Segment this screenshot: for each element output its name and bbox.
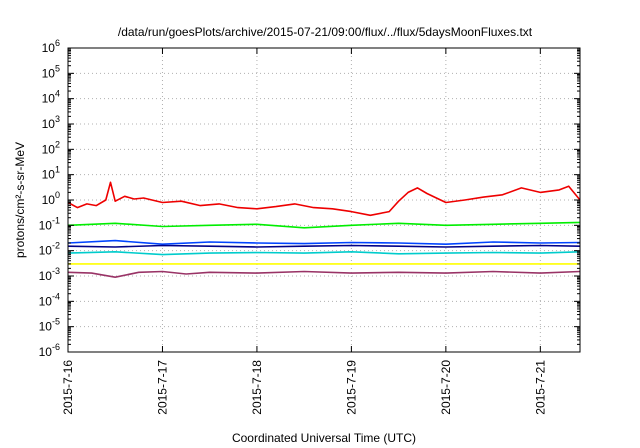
x-tick-label: 2015-7-20 (439, 360, 453, 415)
x-tick-label: 2015-7-21 (533, 360, 547, 415)
series-line-3 (67, 239, 581, 245)
y-tick-label: 10-5 (39, 317, 60, 334)
x-axis-label: Coordinated Universal Time (UTC) (232, 431, 416, 445)
series-layer (67, 181, 581, 279)
x-tick-label: 2015-7-16 (61, 360, 75, 415)
series-line-2 (67, 221, 581, 229)
y-tick-label: 10-2 (39, 241, 60, 258)
y-tick-label: 103 (42, 114, 60, 131)
y-tick-label: 104 (42, 89, 60, 106)
series-line-5 (67, 251, 581, 256)
y-tick-label: 10-3 (39, 266, 60, 283)
x-axis: 2015-7-16 2015-7-17 2015-7-18 2015-7-19 2015… (61, 48, 547, 415)
y-tick-label: 101 (42, 165, 60, 182)
x-tick-label: 2015-7-18 (250, 360, 264, 415)
series-line-1 (67, 181, 581, 217)
y-tick-label: 10-1 (39, 215, 60, 232)
series-line-4 (67, 244, 581, 248)
x-tick-label: 2015-7-19 (344, 360, 358, 415)
y-tick-label: 100 (42, 190, 60, 207)
grid (68, 48, 580, 352)
y-tick-label: 10-4 (39, 291, 60, 308)
y-tick-label: 105 (42, 63, 60, 80)
series-line-7 (67, 270, 581, 279)
y-tick-label: 10-6 (39, 342, 60, 359)
y-axis-label: protons/cm²-s-sr-MeV (13, 142, 27, 258)
y-tick-label: 102 (42, 139, 60, 156)
y-axis: 10-6 10-5 10-4 10-3 10-2 10-1 100 101 102 103 104 1… (39, 38, 580, 359)
chart-title: /data/run/goesPlots/archive/2015-07-21/0… (118, 25, 533, 39)
x-tick-label: 2015-7-17 (155, 360, 169, 415)
y-tick-label: 106 (42, 38, 60, 55)
